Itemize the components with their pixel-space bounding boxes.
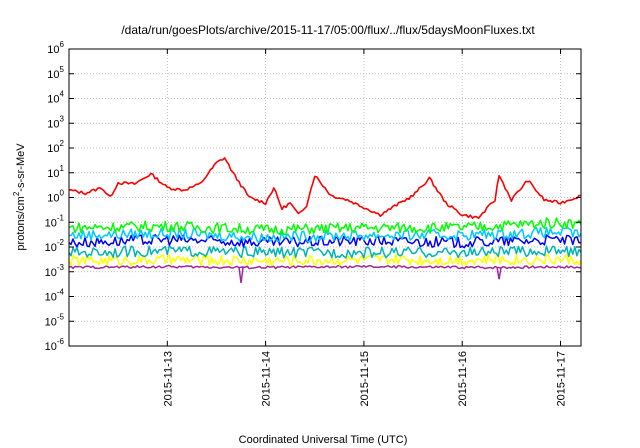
y-axis-label-rest: -s-sr-MeV	[15, 143, 27, 192]
x-tick-label: 2015-11-13	[162, 351, 174, 406]
x-tick-label: 2015-11-14	[261, 351, 273, 406]
series-line	[68, 244, 582, 259]
y-tick-label: 10-2	[45, 238, 65, 254]
y-tick-label: 106	[47, 40, 64, 56]
series-line	[68, 157, 582, 220]
y-axis-label-main: protons/cm	[15, 196, 27, 250]
grid	[69, 49, 581, 346]
y-tick-label: 10-1	[45, 213, 65, 229]
x-tick-label: 2015-11-15	[359, 351, 371, 406]
y-tick-label: 10-4	[45, 288, 65, 304]
x-axis: 2015-11-13 2015-11-14 2015-11-15 2015-11-16…	[162, 49, 568, 406]
y-tick-label: 101	[47, 164, 64, 180]
y-tick-label: 103	[47, 114, 64, 130]
y-tick-label: 10-5	[45, 312, 65, 328]
y-tick-label: 104	[47, 90, 64, 106]
series-line	[68, 253, 582, 267]
series-line	[68, 226, 582, 243]
x-tick-label: 2015-11-16	[457, 351, 469, 406]
series-layer	[68, 157, 582, 284]
chart-title: /data/run/goesPlots/archive/2015-11-17/0…	[121, 23, 535, 37]
y-axis-label: protons/cm2-s-sr-MeV	[12, 143, 27, 251]
y-axis: 10-6 10-5 10-4 10-3 10-2 10-1 100 101 102 103 104 1…	[45, 40, 581, 353]
y-axis-label-superscript: 2	[12, 191, 21, 196]
x-tick-label: 2015-11-17	[556, 351, 568, 406]
y-tick-label: 10-3	[45, 263, 65, 279]
y-tick-label: 105	[47, 65, 64, 81]
series-dip	[238, 267, 244, 284]
y-tick-label: 100	[47, 189, 64, 205]
y-tick-label: 102	[47, 139, 64, 155]
y-tick-label: 10-6	[45, 337, 65, 353]
series-line	[68, 217, 582, 236]
x-axis-label: Coordinated Universal Time (UTC)	[239, 434, 408, 446]
series-line	[68, 264, 582, 270]
series-dip	[496, 267, 502, 280]
